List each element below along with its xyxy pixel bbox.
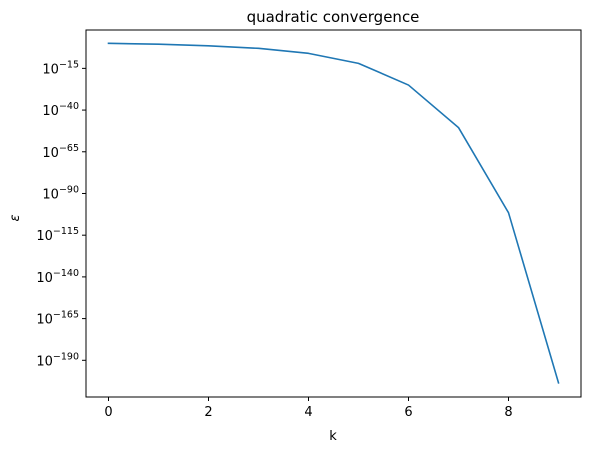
x-tick-label: 0: [104, 405, 112, 420]
y-tick-label: 10−15: [42, 59, 79, 77]
y-axis: 10−15 10−40 10−65 10−90 10−115 10−140 10−165 10…: [36, 59, 86, 369]
y-tick-label: 10−115: [36, 226, 79, 244]
series-layer: [107, 42, 560, 384]
x-axis: 0 2 4 6 8: [104, 397, 513, 420]
y-tick-label: 10−65: [42, 143, 79, 161]
x-tick-label: 6: [404, 405, 412, 420]
x-axis-label: k: [329, 429, 337, 444]
y-tick-label: 10−40: [42, 101, 79, 119]
y-tick-label: 10−165: [36, 310, 79, 328]
y-tick-label: 10−90: [42, 184, 79, 202]
series-line-0: [107, 42, 560, 384]
plot-area-border: [85, 29, 582, 398]
x-tick-label: 8: [504, 405, 512, 420]
y-axis-label: ε: [8, 214, 23, 221]
plot-frame: [85, 29, 582, 398]
x-tick-label: 2: [204, 405, 212, 420]
y-tick-label: 10−190: [36, 351, 79, 369]
x-tick-label: 4: [304, 405, 312, 420]
y-tick-label: 10−140: [36, 268, 79, 286]
chart-title: quadratic convergence: [247, 8, 420, 26]
